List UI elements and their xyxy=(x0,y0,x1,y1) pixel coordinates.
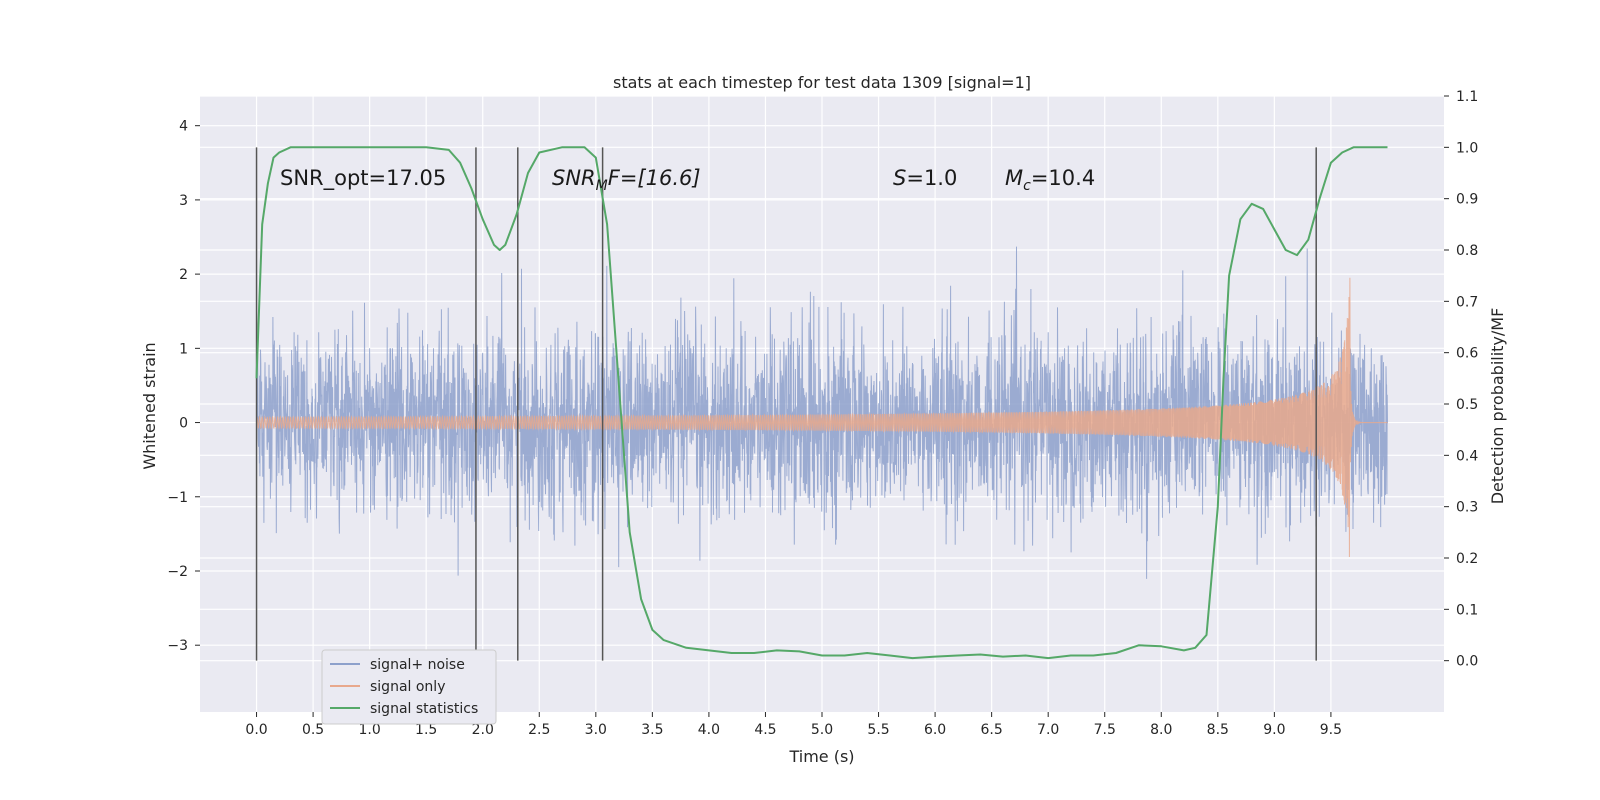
x-tick-label: 9.0 xyxy=(1263,722,1285,738)
annotation-snr-mf-rest: F=[16.6] xyxy=(608,166,701,190)
series-line-signal-statistics xyxy=(255,146,1388,660)
y-left-tick-label: −3 xyxy=(167,638,188,654)
legend-label-signal-only: signal only xyxy=(370,679,445,695)
y-right-tick-label: 0.1 xyxy=(1456,602,1478,618)
y-right-tick-label: 0.2 xyxy=(1456,551,1478,567)
y-right-tick-label: 0.4 xyxy=(1456,448,1478,464)
series-line-signal-only xyxy=(256,277,1388,558)
y-left-tick-label: 1 xyxy=(179,341,188,357)
legend-label-signal-statistics: signal statistics xyxy=(370,701,478,717)
x-tick-label: 7.0 xyxy=(1037,722,1059,738)
y-right-tick-label: 1.0 xyxy=(1456,140,1478,156)
x-tick-label: 4.5 xyxy=(754,722,776,738)
x-tick-label: 2.5 xyxy=(528,722,550,738)
y-right-tick-label: 0.6 xyxy=(1456,346,1478,362)
y-right-tick-label: 0.0 xyxy=(1456,654,1478,670)
x-tick-label: 7.5 xyxy=(1094,722,1116,738)
x-tick-label: 3.0 xyxy=(585,722,607,738)
legend-label-signal-noise: signal+ noise xyxy=(370,657,465,673)
legend-box xyxy=(321,649,497,725)
signal-only-series xyxy=(256,277,1388,558)
vertical-markers xyxy=(255,147,1317,661)
x-tick-label: 5.5 xyxy=(867,722,889,738)
annotation-mc-rest: =10.4 xyxy=(1031,166,1095,190)
y-right-axis-ticks: 1.1 1.0 0.9 0.8 0.7 0.6 0.5 0.4 0.3 0.2 0.1 0.0 xyxy=(1444,89,1478,670)
x-tick-label: 1.0 xyxy=(359,722,381,738)
signal-statistics-series xyxy=(255,146,1388,660)
series-line-signal-noise xyxy=(256,246,1388,579)
x-tick-label: 8.5 xyxy=(1207,722,1229,738)
y-right-tick-label: 0.5 xyxy=(1456,397,1478,413)
x-tick-label: 6.5 xyxy=(981,722,1003,738)
y-left-tick-label: 0 xyxy=(179,416,188,432)
x-tick-label: 0.0 xyxy=(245,722,267,738)
y-right-tick-label: 0.9 xyxy=(1456,192,1478,208)
y-left-axis-ticks: 4 3 2 1 0 −1 −2 −3 xyxy=(167,119,200,654)
x-tick-label: 0.5 xyxy=(302,722,324,738)
y-right-tick-label: 1.1 xyxy=(1456,89,1478,105)
x-tick-label: 3.5 xyxy=(641,722,663,738)
y-left-tick-label: 4 xyxy=(179,119,188,135)
x-tick-label: 6.0 xyxy=(924,722,946,738)
annotation-mc-sub: c xyxy=(1023,178,1031,194)
y-left-tick-label: 3 xyxy=(179,193,188,209)
annotation-s-rest: =1.0 xyxy=(906,166,957,190)
y-right-tick-label: 0.7 xyxy=(1456,294,1478,310)
y-right-tick-label: 0.3 xyxy=(1456,500,1478,516)
annotation-mc-main: M xyxy=(1005,166,1023,190)
y-left-tick-label: 2 xyxy=(179,267,188,283)
x-tick-label: 4.0 xyxy=(698,722,720,738)
y-left-axis-label: Whitened strain xyxy=(140,342,159,469)
y-right-tick-label: 0.8 xyxy=(1456,243,1478,259)
x-tick-label: 9.5 xyxy=(1320,722,1342,738)
x-tick-label: 5.0 xyxy=(811,722,833,738)
legend: signal+ noise signal only signal statist… xyxy=(321,649,497,725)
annotation-s-main: S xyxy=(893,166,906,190)
y-right-axis-label: Detection probability/MF xyxy=(1488,308,1507,505)
annotations: SNR_opt=17.05 SNRMF=[16.6] S=1.0 Mc=10.4 xyxy=(280,166,1095,194)
y-left-tick-label: −2 xyxy=(167,564,188,580)
x-axis-label: Time (s) xyxy=(788,747,854,766)
annotation-s: S=1.0 xyxy=(893,166,957,190)
annotation-mc: Mc=10.4 xyxy=(1005,166,1095,194)
signal-plus-noise-series xyxy=(256,246,1388,579)
x-tick-label: 8.0 xyxy=(1150,722,1172,738)
annotation-snr-mf-sub: M xyxy=(596,178,608,194)
annotation-snr-mf: SNRMF=[16.6] xyxy=(552,166,701,194)
y-left-tick-label: −1 xyxy=(167,490,188,506)
annotation-snr-opt: SNR_opt=17.05 xyxy=(280,166,446,191)
x-tick-label: 1.5 xyxy=(415,722,437,738)
x-axis-ticks: 0.0 0.5 1.0 1.5 2.0 2.5 3.0 3.5 4.0 4.5 5.0 5.5 6.0 6… xyxy=(245,712,1342,738)
chart-title: stats at each timestep for test data 130… xyxy=(613,73,1031,92)
annotation-snr-mf-main: SNR xyxy=(552,166,596,190)
x-tick-label: 2.0 xyxy=(472,722,494,738)
